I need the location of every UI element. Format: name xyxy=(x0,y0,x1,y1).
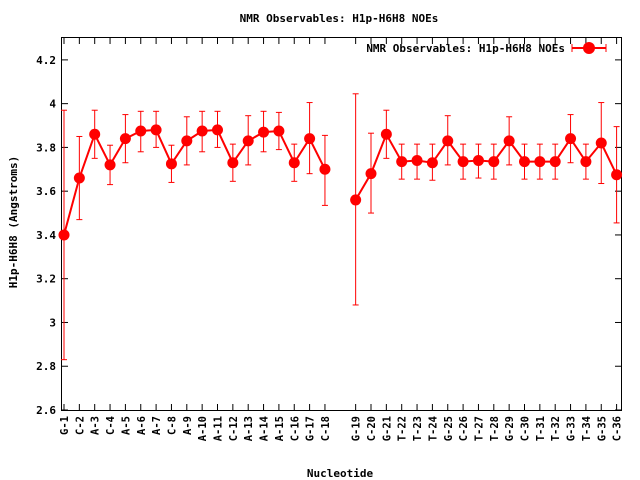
plot-frame xyxy=(61,37,622,411)
x-tick-label: A-10 xyxy=(197,416,209,441)
data-point xyxy=(580,156,592,168)
x-tick-label: A-15 xyxy=(274,416,286,441)
y-tick-label: 4 xyxy=(49,98,56,111)
y-tick-label: 3.2 xyxy=(36,273,56,286)
x-tick-label: G-29 xyxy=(504,416,516,441)
y-tick-label: 3 xyxy=(49,316,56,329)
series-line xyxy=(354,131,618,201)
data-point xyxy=(565,133,577,145)
x-tick-label: A-13 xyxy=(243,416,255,441)
x-tick-label: T-23 xyxy=(412,416,424,441)
legend-label: NMR Observables: H1p-H6H8 NOEs xyxy=(366,42,565,55)
data-point xyxy=(196,125,208,137)
data-point xyxy=(227,157,239,169)
x-tick-label: A-14 xyxy=(259,416,271,441)
data-series xyxy=(58,93,623,361)
legend: NMR Observables: H1p-H6H8 NOEs xyxy=(366,42,607,55)
data-point xyxy=(89,128,101,140)
x-tick-label: A-9 xyxy=(182,416,194,435)
x-tick-label: G-35 xyxy=(596,416,608,441)
x-tick-label: C-18 xyxy=(320,416,332,441)
x-tick-label: C-20 xyxy=(366,416,378,441)
data-point xyxy=(319,163,331,175)
x-tick-label: C-16 xyxy=(289,416,301,441)
x-tick-label: G-21 xyxy=(381,416,393,441)
x-tick-label: C-36 xyxy=(612,416,624,441)
y-tick-label: 2.8 xyxy=(36,360,56,373)
x-tick-label: C-4 xyxy=(105,416,117,435)
data-point xyxy=(534,156,546,168)
data-point xyxy=(549,156,561,168)
y-axis: 2.6 2.8 3 3.2 3.4 3.6 3.8 4 4.2 xyxy=(36,54,621,417)
data-point xyxy=(411,155,423,167)
data-point xyxy=(457,156,469,168)
data-point xyxy=(350,194,362,206)
x-axis: G-1 C-2 A-3 C-4 A-5 A-6 A-7 C-8 A-9 A-10 A-11 C-12 A… xyxy=(59,38,624,441)
data-point xyxy=(488,156,500,168)
data-point xyxy=(304,133,316,145)
x-tick-label: G-19 xyxy=(351,416,363,441)
x-tick-label: A-11 xyxy=(213,416,225,441)
x-tick-label: T-24 xyxy=(427,416,439,441)
data-point xyxy=(212,124,223,136)
data-point xyxy=(472,155,484,167)
data-point xyxy=(396,156,408,168)
x-tick-label: G-25 xyxy=(443,416,455,441)
chart-title: NMR Observables: H1p-H6H8 NOEs xyxy=(240,12,439,25)
x-tick-label: G-17 xyxy=(305,416,317,441)
x-tick-label: C-12 xyxy=(228,416,240,441)
x-tick-label: C-30 xyxy=(520,416,532,441)
data-point xyxy=(58,229,70,241)
data-point xyxy=(135,125,147,137)
x-tick-label: A-6 xyxy=(136,416,148,435)
x-tick-label: A-7 xyxy=(151,416,163,435)
x-tick-label: T-31 xyxy=(535,416,547,441)
data-point xyxy=(595,137,607,149)
x-tick-label: T-27 xyxy=(473,416,485,441)
x-tick-label: T-32 xyxy=(550,416,562,441)
data-point xyxy=(611,169,623,181)
x-tick-label: C-8 xyxy=(166,416,178,435)
x-tick-label: C-2 xyxy=(74,416,86,435)
data-point xyxy=(104,159,116,171)
data-point xyxy=(288,157,300,169)
y-tick-label: 2.6 xyxy=(36,404,56,417)
data-point xyxy=(165,158,177,170)
x-tick-label: C-26 xyxy=(458,416,470,441)
data-point xyxy=(273,125,285,137)
x-tick-label: T-22 xyxy=(397,416,409,441)
data-point xyxy=(119,133,131,145)
x-tick-label: A-5 xyxy=(120,416,132,435)
x-tick-label: A-3 xyxy=(90,416,102,435)
y-tick-label: 4.2 xyxy=(36,54,56,67)
data-point xyxy=(442,135,454,147)
y-tick-label: 3.6 xyxy=(36,185,56,198)
data-point xyxy=(426,157,438,169)
legend-marker xyxy=(583,42,595,54)
data-point xyxy=(519,156,530,168)
x-tick-label: G-33 xyxy=(566,416,578,441)
x-tick-label: T-34 xyxy=(581,416,593,441)
series-line xyxy=(63,128,326,236)
data-point xyxy=(73,172,85,184)
data-point xyxy=(380,128,392,140)
data-point xyxy=(258,126,270,138)
x-tick-label: T-28 xyxy=(489,416,501,441)
y-tick-label: 3.8 xyxy=(36,141,56,154)
y-axis-label: H1p-H6H8 (Angstroms) xyxy=(7,156,20,288)
y-tick-label: 3.4 xyxy=(36,229,56,242)
x-axis-label: Nucleotide xyxy=(307,467,374,480)
x-tick-label: G-1 xyxy=(59,416,71,435)
data-point xyxy=(242,135,254,147)
data-point xyxy=(503,135,515,147)
data-point xyxy=(150,124,162,136)
data-point xyxy=(181,135,193,147)
data-point xyxy=(365,168,377,180)
